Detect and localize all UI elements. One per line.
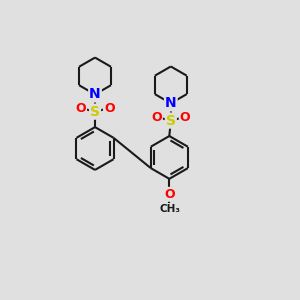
Text: O: O: [75, 102, 86, 115]
Text: O: O: [104, 102, 115, 115]
Text: O: O: [164, 188, 175, 201]
Text: S: S: [166, 114, 176, 128]
Text: CH₃: CH₃: [159, 204, 180, 214]
Text: N: N: [89, 87, 101, 101]
Text: O: O: [151, 110, 162, 124]
Text: S: S: [90, 105, 100, 119]
Text: N: N: [165, 96, 177, 110]
Text: O: O: [180, 110, 190, 124]
